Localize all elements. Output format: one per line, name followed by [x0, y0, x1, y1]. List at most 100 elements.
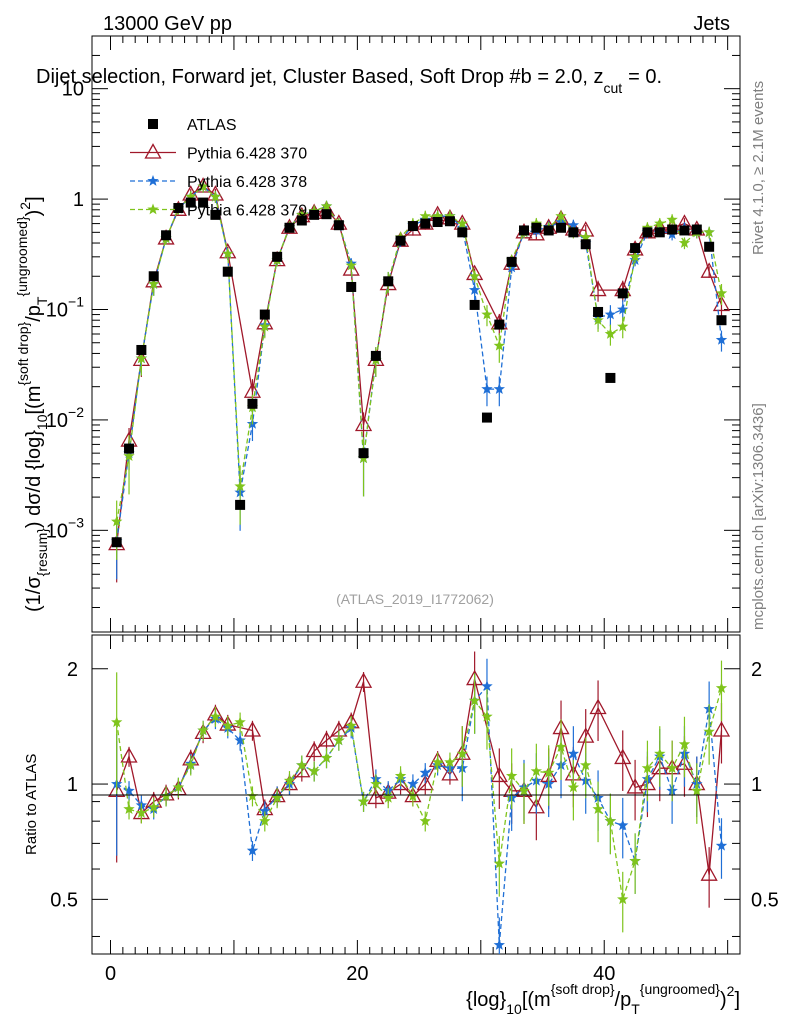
ratio-y-tick-label: 0.5 — [50, 889, 78, 911]
pythia-379-ratio-point — [172, 781, 185, 793]
pythia-370-series — [108, 177, 731, 583]
pythia-379-point — [641, 221, 654, 233]
atlas-point — [309, 209, 320, 220]
pythia-379-ratio-point — [123, 803, 135, 814]
ratio-axis-ticks: 0.5 0.51 12 20 20 40 — [50, 635, 779, 985]
main-y-axis-label: (1/σ{resum}) dσ/d {log}10[(m{soft drop}/… — [14, 196, 50, 612]
pythia-379-ratio-point — [703, 725, 715, 737]
pythia-379-ratio-point — [271, 791, 283, 803]
pythia-379-ratio-point — [580, 759, 592, 771]
ratio-y-tick-label-right: 2 — [751, 659, 762, 681]
x-tick-label: 20 — [346, 963, 368, 985]
ratio-y-axis-label: Ratio to ATLAS — [23, 754, 40, 855]
mcplots-label: mcplots.cern.ch [arXiv:1306.3436] — [750, 403, 767, 630]
legend-label: ATLAS — [187, 117, 237, 134]
pythia-379-point — [703, 226, 715, 238]
pythia-379-ratio-point — [222, 719, 234, 731]
pythia-378-point — [493, 383, 505, 394]
pythia-379-point — [604, 328, 617, 339]
pythia-379-point — [468, 270, 481, 282]
legend-marker — [148, 119, 158, 129]
pythia-379-ratio-point — [715, 682, 728, 693]
ratio-y-tick-label: 1 — [67, 774, 78, 796]
pythia-379-ratio-point — [345, 719, 357, 731]
pythia-379-ratio-point — [111, 716, 123, 728]
atlas-point — [124, 443, 135, 454]
atlas-point — [568, 227, 579, 238]
pythia-379-ratio-point — [246, 790, 259, 801]
analysis-watermark: (ATLAS_2019_I1772062) — [336, 591, 494, 607]
energy-label: 13000 GeV pp — [103, 13, 232, 35]
pythia-379-point — [296, 208, 308, 220]
pythia-379-ratio-point — [691, 784, 703, 796]
pythia-370-ratio-point — [712, 721, 731, 737]
pythia-370-ratio-point — [589, 698, 607, 715]
pythia-370-ratio-point — [700, 865, 718, 881]
pythia-379-ratio-point — [543, 766, 555, 778]
pythia-370-ratio-point — [243, 721, 262, 737]
pythia-379-ratio-point — [394, 769, 407, 781]
main-y-tick-label: 10 — [62, 79, 84, 101]
pythia-379-point — [493, 339, 505, 351]
pythia-379-ratio-point — [604, 815, 617, 826]
atlas-point — [716, 315, 727, 326]
process-label: Jets — [693, 13, 730, 35]
pythia-379-ratio-point — [444, 756, 456, 768]
pythia-379-ratio-point — [617, 893, 629, 905]
pythia-370-ratio-point — [317, 731, 336, 747]
pythia-378-point — [715, 333, 728, 345]
legend-label: Pythia 6.428 378 — [187, 174, 307, 191]
legend-label: Pythia 6.428 370 — [187, 146, 307, 163]
atlas-point — [222, 266, 233, 277]
pythia-370-ratio-point — [626, 778, 644, 794]
pythia-379-ratio-point — [407, 790, 419, 801]
pythia-379-ratio-point — [456, 747, 468, 759]
pythia-379-point — [678, 237, 691, 248]
pythia-379-point — [666, 213, 678, 225]
legend-marker — [147, 203, 159, 215]
pythia-379-ratio-point — [283, 774, 296, 786]
pythia-379-ratio-point — [197, 724, 209, 736]
atlas-point — [111, 537, 122, 548]
pythia-379-point — [654, 217, 666, 229]
pythia-378-ratio-point — [567, 747, 580, 759]
pythia-379-point — [419, 210, 431, 221]
plot-title-main: Dijet selection, Forward jet, Cluster Ba… — [36, 66, 603, 88]
pythia-379-ratio-point — [641, 762, 654, 774]
pythia-378-point — [481, 383, 493, 394]
atlas-point — [173, 203, 184, 214]
pythia-378-ratio-point — [123, 784, 135, 796]
pythia-379-point — [555, 210, 567, 221]
pythia-378-line — [116, 185, 723, 542]
pythia-379-ratio-point — [234, 716, 246, 728]
pythia-379-ratio-point — [160, 790, 172, 801]
pythia-379-ratio-series — [111, 660, 728, 933]
pythia-370-ratio-point — [305, 741, 323, 758]
atlas-point — [161, 230, 172, 241]
atlas-point — [420, 218, 431, 229]
pythia-370-line — [116, 185, 723, 545]
x-tick-label: 40 — [593, 963, 615, 985]
pythia-378-point — [468, 284, 481, 295]
pythia-370-ratio-point — [354, 672, 373, 688]
pythia-378-ratio-point — [259, 805, 271, 816]
pythia-379-ratio-point — [666, 762, 678, 774]
atlas-point — [296, 215, 307, 226]
pythia-379-ratio-point — [382, 791, 394, 803]
pythia-379-point — [444, 210, 456, 221]
pythia-379-point — [135, 352, 148, 364]
atlas-point — [556, 222, 567, 233]
atlas-point — [580, 239, 591, 250]
ratio-y-tick-label-right: 1 — [751, 774, 762, 796]
atlas-point — [704, 241, 715, 252]
atlas-point — [272, 251, 283, 262]
legend-label: Pythia 6.428 379 — [187, 203, 307, 220]
legend-entry-atlas: ATLAS — [148, 117, 237, 134]
pythia-379-ratio-point — [185, 759, 197, 771]
ratio-y-tick-label: 2 — [67, 659, 78, 681]
pythia-379-point — [456, 217, 468, 229]
pythia-379-ratio-point — [419, 815, 431, 826]
pythia-370-ratio-point — [367, 788, 385, 805]
pythia-379-point — [148, 278, 160, 289]
